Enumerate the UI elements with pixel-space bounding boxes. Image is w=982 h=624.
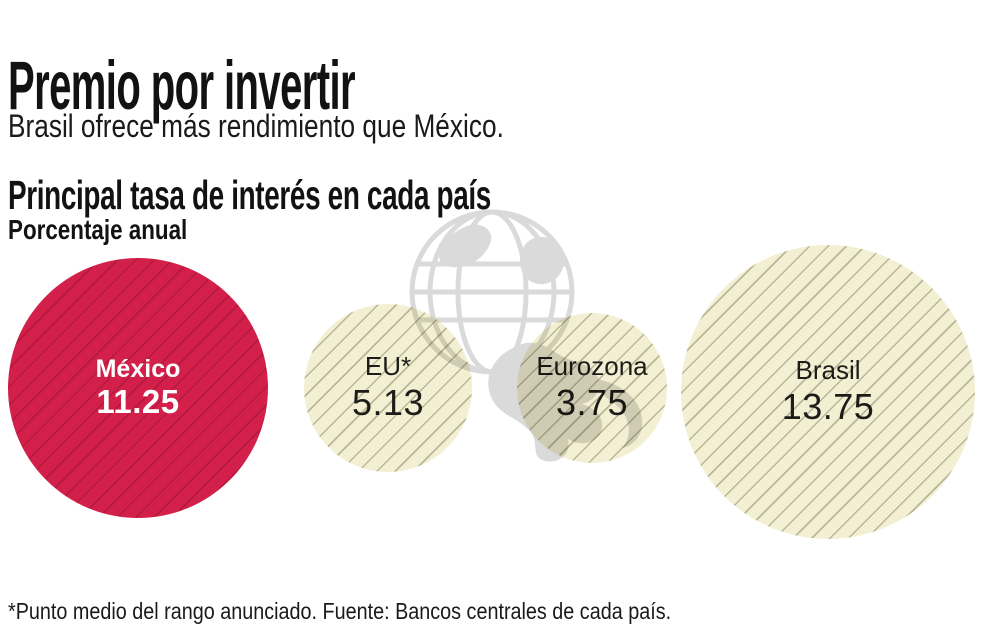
page-subtitle: Brasil ofrece más rendimiento que México… xyxy=(8,108,504,144)
bubble-eu: EU* 5.13 xyxy=(304,304,472,472)
chart-title: Principal tasa de interés en cada país xyxy=(8,172,491,219)
bubble-value: 5.13 xyxy=(351,382,425,424)
bubble-value: 3.75 xyxy=(555,382,629,424)
bubble-eurozona: Eurozona 3.75 xyxy=(517,313,667,463)
bubble-value: 11.25 xyxy=(96,383,180,421)
bubble-brasil: Brasil 13.75 xyxy=(681,245,975,539)
page-title: Premio por invertir xyxy=(8,47,356,125)
footnote-source: *Punto medio del rango anunciado. Fuente… xyxy=(8,598,672,624)
chart-unit-label: Porcentaje anual xyxy=(8,214,188,245)
bubble-label: Brasil xyxy=(795,355,861,386)
bubble-label: Eurozona xyxy=(536,351,648,382)
bubble-chart: México 11.25 EU* 5.13 Eurozona 3.75 Bras… xyxy=(0,210,982,570)
bubble-label: México xyxy=(95,354,181,383)
bubble-label: EU* xyxy=(364,351,412,382)
bubble-value: 13.75 xyxy=(781,386,875,428)
bubble-mxico: México 11.25 xyxy=(8,258,268,518)
